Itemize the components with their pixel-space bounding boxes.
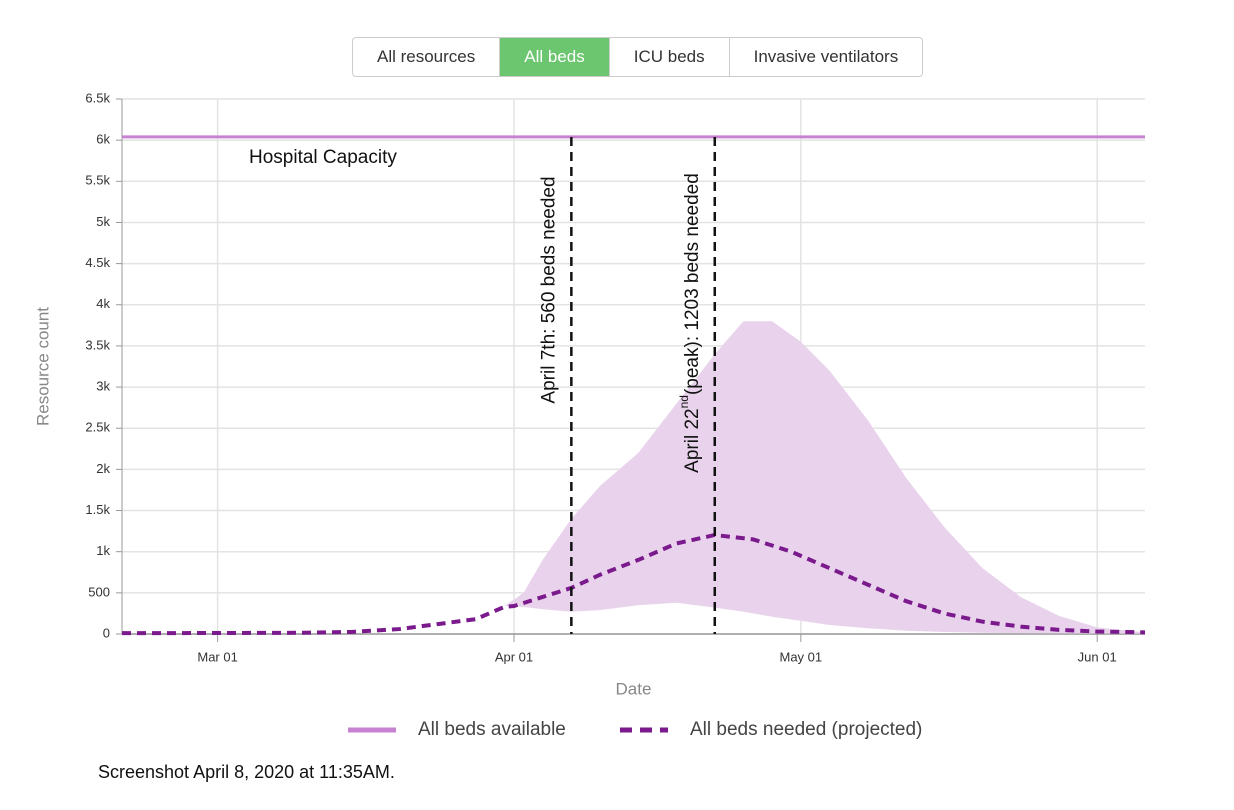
- y-tick-label: 3k: [96, 379, 110, 394]
- y-tick-label: 500: [88, 584, 110, 599]
- y-axis-label: Resource count: [33, 307, 52, 426]
- y-tick-label: 5k: [96, 214, 110, 229]
- annotation: April 7th: 560 beds needed: [538, 176, 559, 403]
- toggle-button[interactable]: All beds: [500, 38, 610, 76]
- legend-label: All beds needed (projected): [690, 719, 922, 740]
- annotation-sup: nd: [677, 395, 691, 408]
- y-tick-label: 2k: [96, 461, 110, 476]
- chart: 0 500 1k 1.5k 2k 2.5k 3k 3.5k 4k 4.5k 5k 5.5k 6k 6.5k…: [33, 90, 1146, 740]
- y-tick-label: 5.5k: [85, 173, 110, 188]
- toggle-button[interactable]: All resources: [353, 38, 501, 76]
- legend-label: All beds available: [418, 719, 566, 740]
- annotation-text: April 22: [682, 408, 703, 472]
- y-tick-label: 1k: [96, 543, 110, 558]
- toggle-button[interactable]: Invasive ventilators: [753, 47, 899, 66]
- annotation: April 22nd(peak): 1203 beds needed: [677, 173, 703, 473]
- x-axis-label: Date: [616, 679, 652, 698]
- toggle-button[interactable]: ICU beds: [610, 38, 730, 76]
- y-tick-label: 1.5k: [85, 502, 110, 517]
- y-tick-label: 2.5k: [85, 420, 110, 435]
- uncertainty-band: [504, 321, 1145, 634]
- annotation: Hospital Capacity: [249, 147, 397, 168]
- y-tick-label: 6k: [96, 132, 110, 147]
- y-tick-label: 4.5k: [85, 255, 110, 270]
- y-tick-label: 3.5k: [85, 337, 110, 352]
- y-tick-label: 6.5k: [85, 90, 110, 105]
- caption: Screenshot April 8, 2020 at 11:35AM.: [98, 762, 395, 782]
- annotation-text: (peak): 1203 beds needed: [682, 173, 703, 395]
- x-tick-label: Jun 01: [1078, 649, 1117, 664]
- y-tick-label: 0: [103, 625, 110, 640]
- resource-toggle: All resources All beds ICU beds Invasive ve…: [352, 37, 924, 77]
- x-tick-label: Mar 01: [197, 649, 237, 664]
- series-line: [121, 532, 1146, 636]
- x-tick-label: May 01: [779, 649, 822, 664]
- x-tick-label: Apr 01: [495, 649, 533, 664]
- annotation-text: April 7th: 560 beds needed: [538, 176, 559, 403]
- y-tick-label: 4k: [96, 296, 110, 311]
